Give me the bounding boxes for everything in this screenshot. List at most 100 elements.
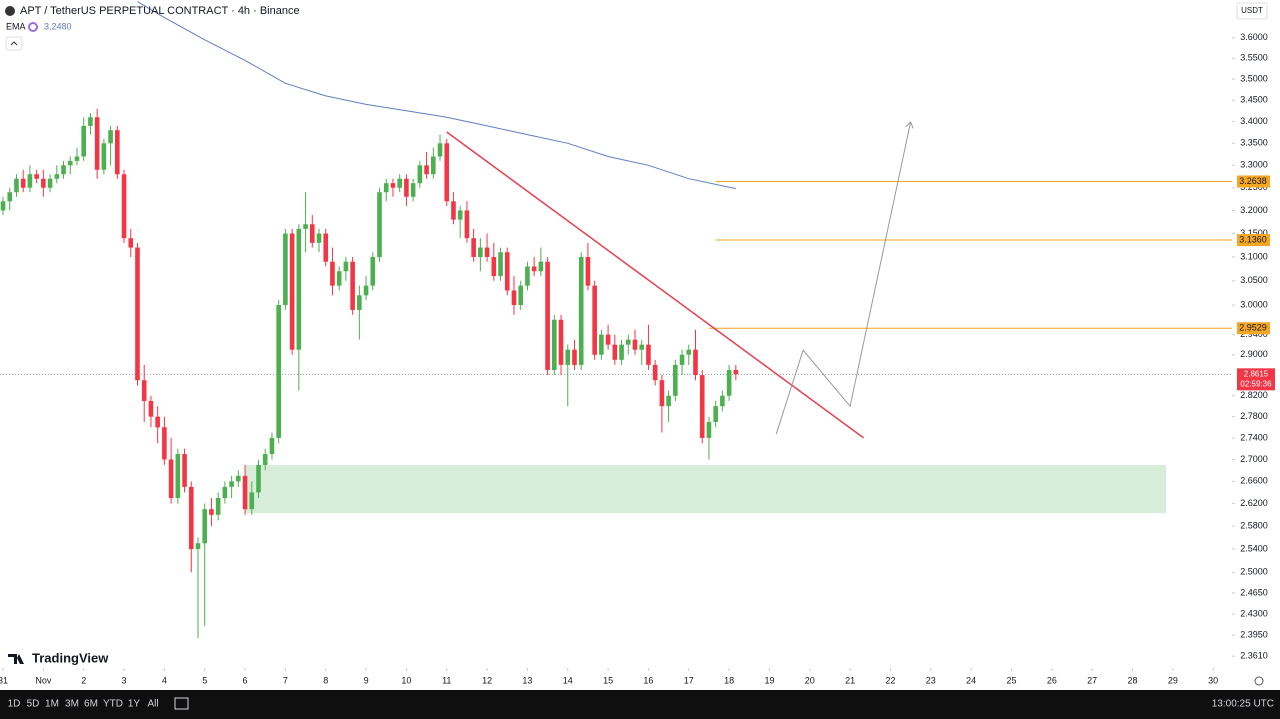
candle-body <box>679 354 685 365</box>
candle-body <box>437 143 443 157</box>
y-tick-label: 3.1500 <box>1240 228 1268 238</box>
candle-body <box>686 349 692 355</box>
candle-body <box>283 233 288 306</box>
candle-body <box>578 256 584 365</box>
candle-body <box>444 143 450 202</box>
candle-body <box>538 261 544 272</box>
candle-body <box>34 174 39 179</box>
candle-body <box>269 437 275 455</box>
candle-body <box>101 143 107 170</box>
range-button[interactable]: 3M <box>65 699 79 710</box>
x-tick-label: 22 <box>885 675 895 685</box>
range-button[interactable]: All <box>147 699 158 710</box>
x-tick-label: 10 <box>401 675 411 685</box>
candle-body <box>336 271 342 286</box>
level-label: 3.1360 <box>1239 234 1267 244</box>
y-tick-label: 2.3610 <box>1240 651 1268 661</box>
date-range-icon[interactable] <box>174 697 189 710</box>
x-tick-label: 13 <box>522 675 532 685</box>
candle-body <box>61 165 66 175</box>
range-button[interactable]: 1Y <box>128 699 141 710</box>
x-tick-label: 15 <box>603 675 613 685</box>
candle-body <box>673 364 678 396</box>
candle-body <box>54 174 60 179</box>
candle-body <box>552 319 557 370</box>
currency-box[interactable] <box>1236 2 1268 20</box>
x-tick-label: 8 <box>323 675 328 685</box>
candle-body <box>478 247 483 257</box>
collapse-icon <box>10 41 18 46</box>
y-tick-label: 3.6000 <box>1240 32 1268 42</box>
candle-body <box>659 380 665 407</box>
candle-body <box>323 233 329 262</box>
candle-body <box>162 427 167 460</box>
brand: TradingView <box>32 650 109 665</box>
x-tick-label: 31 <box>0 675 8 685</box>
candle-body <box>545 261 550 370</box>
y-tick-label: 2.5800 <box>1240 521 1268 531</box>
candle-body <box>531 266 537 272</box>
candle-body <box>605 334 611 345</box>
candle-body <box>188 486 194 550</box>
y-tick-label: 3.4500 <box>1240 95 1268 105</box>
candle-body <box>343 261 349 272</box>
candle-body <box>464 210 470 239</box>
candle-body <box>498 252 503 277</box>
demand-zone <box>245 464 1167 514</box>
x-tick-label: 16 <box>643 675 653 685</box>
candle-body <box>316 233 322 243</box>
y-tick-label: 3.3000 <box>1240 160 1268 170</box>
brand-logo <box>8 654 24 664</box>
range-button[interactable]: 1M <box>45 699 59 710</box>
last-price-label: 2.8615 <box>1244 369 1269 378</box>
candle-body <box>699 375 705 438</box>
x-tick-label: 20 <box>805 675 815 685</box>
candle-body <box>484 247 490 257</box>
indicator-icon <box>28 22 38 32</box>
candle-body <box>370 256 376 286</box>
candle-body <box>296 228 302 350</box>
candle-body <box>256 464 261 493</box>
y-tick-label: 2.4650 <box>1240 587 1268 597</box>
range-button[interactable]: 5D <box>27 699 40 710</box>
candle-body <box>733 369 739 375</box>
candle-body <box>27 174 33 188</box>
range-button[interactable]: 1D <box>8 699 21 710</box>
plot-area <box>0 1 1232 639</box>
y-tick-label: 3.5500 <box>1240 53 1268 63</box>
candle-body <box>303 224 308 229</box>
candle-body <box>632 339 638 350</box>
candle-body <box>417 165 423 184</box>
range-button[interactable]: 6M <box>84 699 98 710</box>
candle-body <box>14 178 19 193</box>
candle-body <box>706 421 712 438</box>
x-tick-label: 30 <box>1208 675 1218 685</box>
candle-body <box>404 178 409 197</box>
x-tick-label: 14 <box>563 675 573 685</box>
x-tick-label: 3 <box>122 675 127 685</box>
axes: 3.6000 3.5500 3.5000 3.4500 3.4000 3.3500 3.30… <box>0 32 1275 685</box>
settings-icon[interactable] <box>1254 676 1264 686</box>
x-tick-label: 21 <box>845 675 855 685</box>
y-tick-label: 2.5400 <box>1240 543 1268 553</box>
candle-body <box>0 201 6 211</box>
range-button[interactable]: YTD <box>103 699 123 710</box>
candle-body <box>592 285 597 355</box>
toolbar: 13:00:25 UTC 1D 5D 1M 3M 6M YTD 1Y All <box>0 690 1280 719</box>
candle-body <box>693 349 698 376</box>
last-price-bg <box>1237 368 1275 391</box>
candle-body <box>625 339 631 345</box>
candle-body <box>518 285 524 306</box>
candle-body <box>309 224 315 243</box>
x-tick-label: 26 <box>1047 675 1057 685</box>
candle-body <box>175 454 181 498</box>
candle-body <box>504 252 510 291</box>
candle-body <box>215 497 221 515</box>
collapse-button[interactable] <box>5 36 23 51</box>
ema-line <box>137 1 736 190</box>
candle-body <box>511 290 517 306</box>
x-tick-label: 29 <box>1168 675 1178 685</box>
level-label: 2.9529 <box>1239 323 1267 333</box>
candle-body <box>666 395 671 407</box>
